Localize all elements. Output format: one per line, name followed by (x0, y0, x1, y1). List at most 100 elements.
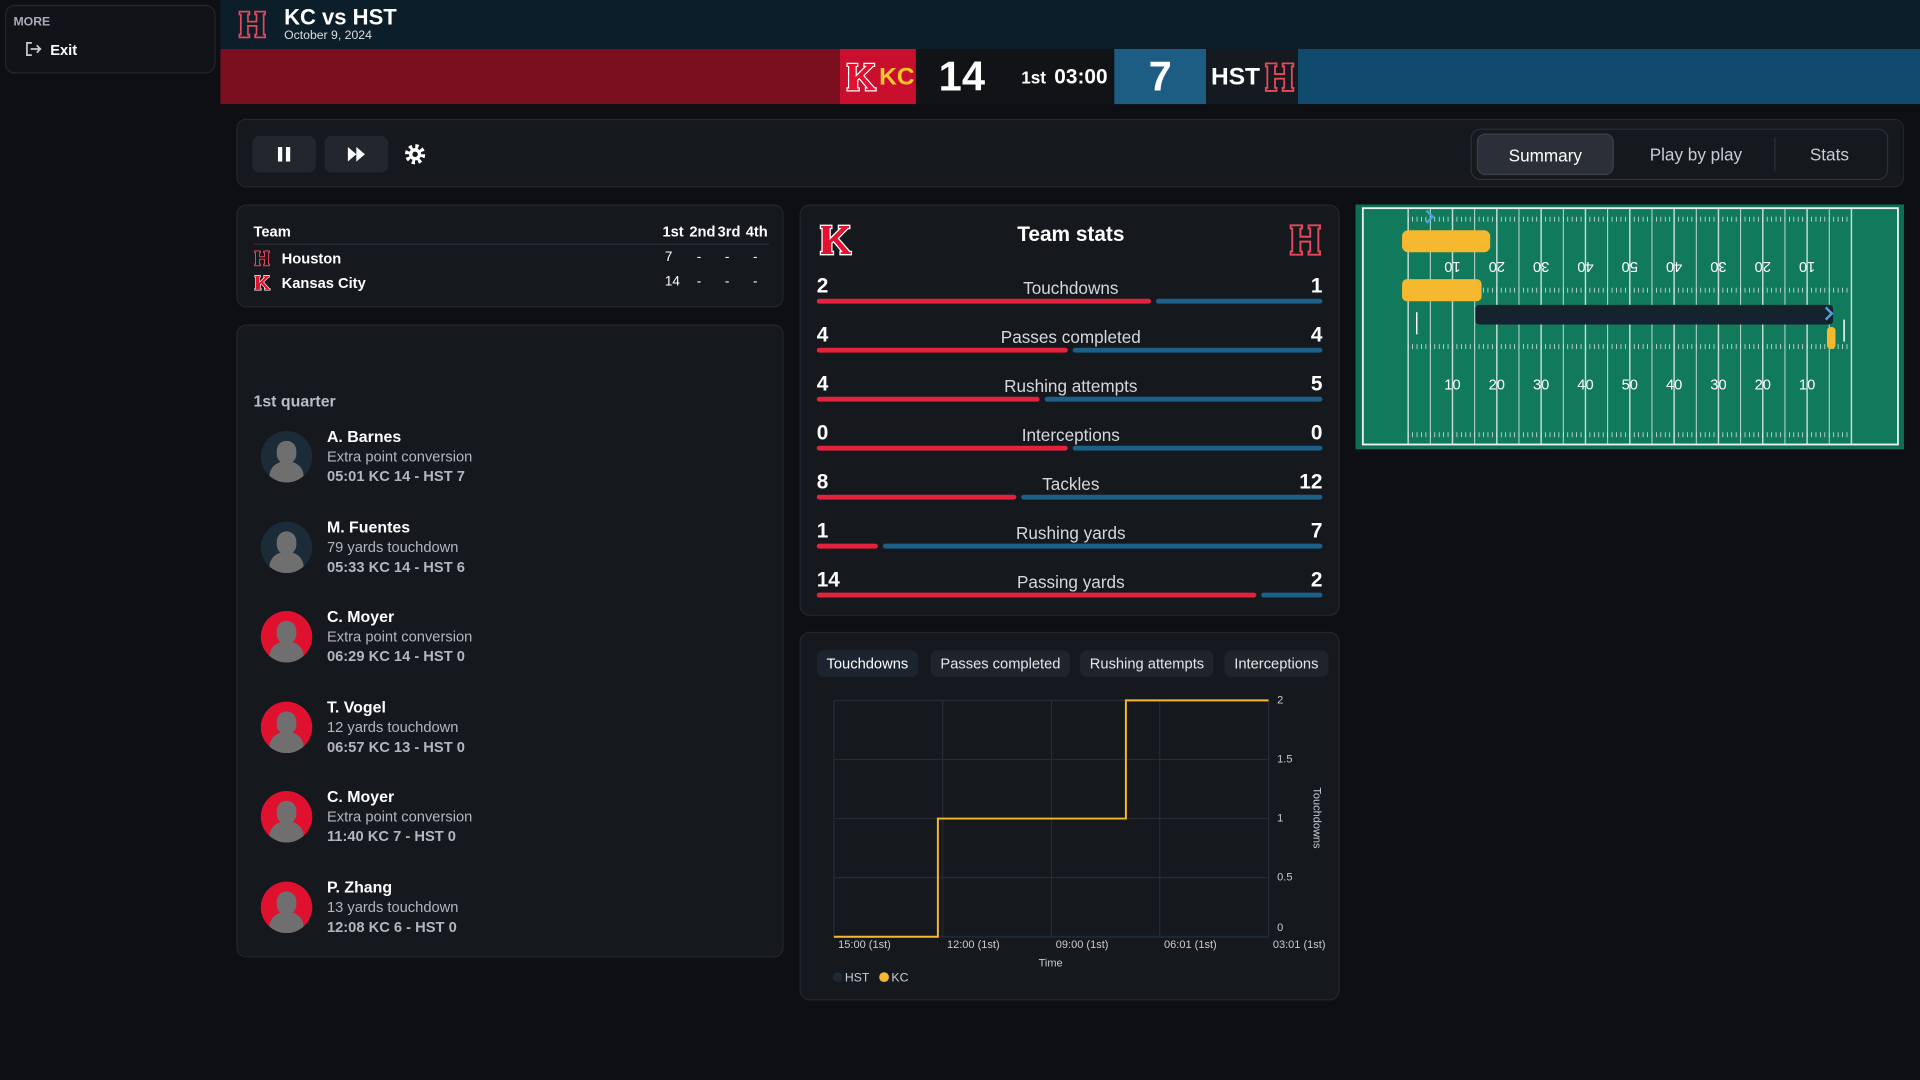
avatar-head (276, 440, 297, 465)
ball-marker (1402, 279, 1482, 302)
team-logo (235, 7, 269, 41)
chart-tab[interactable]: Rushing attempts (1080, 650, 1214, 678)
play-description: Extra point conversion (326, 448, 473, 466)
home-team: KC (840, 48, 916, 105)
away-score: 7 (1148, 53, 1172, 101)
chart-tab[interactable]: Passes completed (930, 650, 1071, 678)
field-diagram: 10 10 20 20 30 30 40 40 50 50 40 40 30 30 20 20 10 10 (1355, 204, 1905, 450)
stat-label: Interceptions (1021, 424, 1120, 445)
kc-bar (816, 592, 1257, 598)
pause-icon (277, 146, 291, 162)
yard-number: 10 (1799, 378, 1815, 394)
kc-bar (816, 543, 878, 549)
player-avatar (260, 791, 313, 843)
quarter-score: - (696, 274, 702, 289)
hst-bar (1043, 396, 1323, 402)
hst-stat: 4 (1310, 323, 1323, 347)
kc-stat: 4 (816, 323, 829, 347)
sidebar: MORE Exit (4, 4, 216, 74)
kc-bar (816, 445, 1068, 451)
clock: 03:00 (1054, 64, 1108, 89)
quarter-score: - (724, 274, 730, 289)
avatar-body (269, 551, 304, 573)
exit-button[interactable]: Exit (23, 40, 96, 60)
hst-logo (1286, 220, 1325, 259)
yard-number: 50 (1622, 378, 1638, 394)
hst-stat: 5 (1310, 372, 1323, 396)
avatar-head (276, 621, 297, 645)
play-detail: 06:29 KC 14 - HST 0 (326, 647, 465, 666)
away-abbr: HST (1211, 63, 1260, 91)
direction-arrow (1425, 209, 1435, 224)
forward-button[interactable] (324, 135, 389, 173)
direction-arrow (1824, 306, 1834, 321)
yard-number: 20 (1489, 258, 1505, 274)
period: 1st (1021, 67, 1047, 87)
play-description: Extra point conversion (326, 628, 473, 646)
y-tick-label: 1.5 (1277, 753, 1292, 765)
yard-number: 20 (1489, 378, 1505, 394)
column-header: Team (253, 222, 291, 240)
quarter-heading: 1st quarter (253, 391, 336, 411)
x-tick-label: 15:00 (1st) (838, 939, 891, 951)
pause-button[interactable] (252, 135, 316, 173)
chart-tab[interactable]: Interceptions (1224, 650, 1329, 678)
hst-bar (882, 543, 1323, 549)
away-band (1297, 48, 1920, 105)
kc-stat: 8 (816, 470, 829, 494)
player-avatar (260, 431, 313, 483)
tab[interactable]: Stats (1809, 144, 1849, 165)
play-detail: 05:01 KC 14 - HST 7 (326, 467, 465, 485)
avatar-body (269, 822, 304, 843)
play-description: 79 yards touchdown (326, 538, 459, 556)
stat-label: Rushing attempts (1004, 375, 1138, 396)
settings-button[interactable] (404, 143, 426, 165)
series-line (833, 699, 1269, 938)
stat-label: Rushing yards (1016, 522, 1126, 543)
yard-number: 30 (1710, 258, 1726, 274)
hst-stat: 7 (1310, 519, 1323, 543)
avatar-body (269, 461, 304, 483)
player-name: P. Zhang (326, 877, 393, 897)
avatar-body (269, 641, 304, 663)
chart-tab[interactable]: Touchdowns (816, 650, 919, 678)
tab[interactable]: Play by play (1649, 144, 1743, 165)
avatar-head (276, 530, 297, 555)
yard-number: 40 (1577, 258, 1593, 274)
play-detail: 11:40 KC 7 - HST 0 (326, 828, 456, 846)
play-detail: 12:08 KC 6 - HST 0 (326, 918, 457, 936)
home-logo (842, 59, 879, 96)
yard-number: 30 (1533, 258, 1549, 274)
player-name: T. Vogel (326, 697, 386, 717)
kc-stat: 4 (816, 372, 829, 396)
y-axis-label: Touchdowns (1310, 787, 1322, 849)
y-tick-label: 2 (1277, 694, 1283, 706)
section-label: MORE (13, 15, 51, 30)
quarter-score: - (753, 249, 758, 265)
x-tick-label: 06:01 (1st) (1164, 939, 1217, 951)
x-axis-label: Time (1039, 958, 1063, 970)
kc-bar (816, 494, 1017, 500)
yard-number: 30 (1710, 378, 1726, 394)
quarter-score: - (753, 274, 758, 289)
away-team: HST (1206, 48, 1298, 105)
kc-stat: 14 (816, 568, 840, 592)
play-detail: 05:33 KC 14 - HST 6 (326, 557, 465, 576)
hst-bar (1072, 445, 1323, 451)
player-avatar (260, 701, 313, 753)
play-description: Extra point conversion (326, 808, 473, 826)
home-band (220, 48, 840, 105)
header-rule (253, 243, 769, 245)
stat-label: Passes completed (1000, 326, 1141, 347)
exit-icon (26, 41, 42, 56)
yard-number: 10 (1444, 258, 1460, 274)
hst-stat: 0 (1310, 421, 1323, 445)
legend-label: KC (891, 971, 908, 985)
player-name: M. Fuentes (326, 517, 411, 536)
column-header: 4th (745, 222, 768, 240)
tab[interactable]: Summary (1476, 133, 1614, 176)
controls: Summary Play by play Stats (236, 118, 1905, 188)
home-score-box: 14 (915, 48, 1008, 105)
